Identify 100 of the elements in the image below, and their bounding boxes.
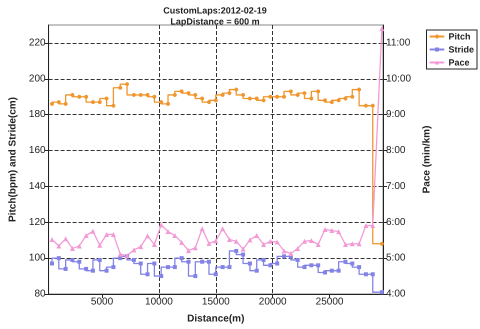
point <box>193 274 198 278</box>
point <box>363 222 368 228</box>
point <box>309 263 314 268</box>
point <box>200 226 205 232</box>
point <box>268 263 272 268</box>
point <box>288 89 293 94</box>
point <box>302 238 308 244</box>
point <box>241 252 246 257</box>
point <box>226 236 232 242</box>
point <box>193 92 198 97</box>
x-tick-label: 10000 <box>145 296 174 308</box>
point <box>125 82 130 86</box>
y-tick-label: 220 <box>28 37 46 48</box>
point <box>49 236 54 242</box>
point <box>172 265 177 270</box>
point <box>357 265 362 270</box>
point <box>350 241 355 246</box>
point <box>179 240 184 245</box>
point <box>70 258 74 262</box>
y2-axis-title: Pace (min/km) <box>421 126 432 194</box>
point <box>268 238 273 244</box>
point <box>316 242 321 248</box>
point <box>336 98 341 102</box>
x-tick-label: 5000 <box>90 296 114 308</box>
point <box>206 100 211 104</box>
point <box>370 272 375 276</box>
point <box>84 233 89 238</box>
point <box>166 102 170 106</box>
point <box>98 100 102 104</box>
point <box>380 290 384 294</box>
point <box>213 238 218 244</box>
point <box>248 96 252 101</box>
y-tick-label: 140 <box>28 180 46 192</box>
point <box>152 242 157 248</box>
point <box>200 260 204 264</box>
y-tick-label: 120 <box>28 216 46 228</box>
point <box>234 248 238 253</box>
point <box>356 241 362 246</box>
point <box>234 238 239 244</box>
point <box>308 238 314 244</box>
point <box>214 272 218 276</box>
point <box>138 262 143 266</box>
point <box>282 254 286 258</box>
point <box>132 92 136 97</box>
y2-tick-label: 4:00 <box>386 288 406 300</box>
point <box>132 258 136 262</box>
point <box>227 265 232 270</box>
point <box>138 92 143 97</box>
point <box>64 266 68 271</box>
x-tick-label: 15000 <box>202 296 230 308</box>
point <box>50 102 54 106</box>
point <box>84 94 88 99</box>
point <box>343 96 348 101</box>
point <box>206 260 211 264</box>
point <box>296 258 300 262</box>
point <box>70 246 75 251</box>
point <box>330 100 334 104</box>
point <box>56 100 61 104</box>
y2-tick-label: 9:00 <box>386 109 406 120</box>
point <box>295 246 300 251</box>
point <box>254 96 259 101</box>
point <box>118 252 123 257</box>
point <box>172 233 178 238</box>
point <box>329 228 334 234</box>
point <box>275 262 280 266</box>
point <box>159 100 164 104</box>
point <box>357 88 362 92</box>
point <box>336 229 342 234</box>
y-tick-label: 100 <box>28 252 46 264</box>
point <box>275 94 280 99</box>
point <box>56 243 62 248</box>
legend-label: Pace <box>448 58 470 68</box>
point <box>296 92 300 97</box>
point <box>364 272 368 276</box>
point <box>159 274 164 278</box>
point <box>76 243 82 248</box>
point <box>152 94 156 99</box>
point <box>180 89 184 94</box>
point <box>186 260 190 264</box>
point <box>220 226 226 232</box>
point <box>110 232 116 237</box>
point <box>98 258 102 262</box>
point <box>214 98 218 102</box>
point <box>84 266 88 271</box>
point <box>186 91 190 96</box>
point <box>200 96 204 101</box>
point <box>309 96 314 101</box>
point <box>302 91 307 96</box>
point <box>282 94 286 99</box>
point <box>254 233 260 238</box>
point <box>322 226 328 232</box>
point <box>111 265 116 270</box>
legend-label: Pitch <box>448 32 471 42</box>
point <box>380 242 384 246</box>
point <box>64 102 68 106</box>
point <box>77 260 82 264</box>
point <box>138 244 144 250</box>
point <box>70 92 74 97</box>
point <box>343 260 348 264</box>
point <box>342 242 348 248</box>
